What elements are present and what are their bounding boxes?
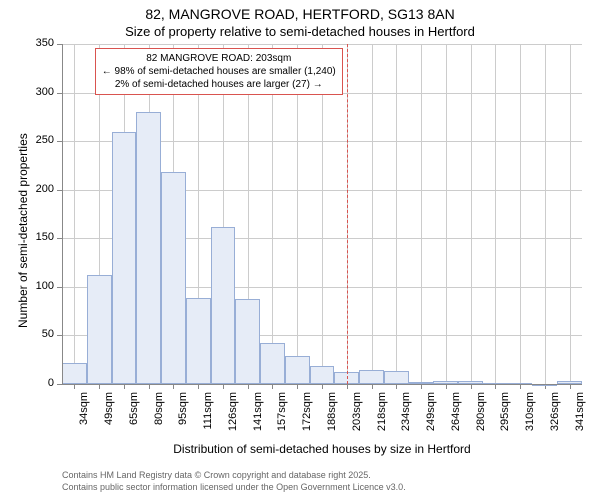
x-axis-line xyxy=(62,384,582,385)
x-tick-label: 126sqm xyxy=(227,392,239,440)
x-tick-label: 218sqm xyxy=(376,392,388,440)
x-tick-label: 295sqm xyxy=(499,392,511,440)
y-tick-label: 100 xyxy=(24,280,54,292)
histogram-bar xyxy=(310,366,335,384)
histogram-bar xyxy=(87,275,112,384)
chart-title-main: 82, MANGROVE ROAD, HERTFORD, SG13 8AN xyxy=(0,0,600,22)
gridline-v xyxy=(372,44,373,384)
histogram-bar xyxy=(112,132,137,384)
annotation-line-2: ← 98% of semi-detached houses are smalle… xyxy=(102,65,336,78)
histogram-bar xyxy=(359,370,384,384)
x-tick-label: 203sqm xyxy=(351,392,363,440)
x-tick-label: 157sqm xyxy=(276,392,288,440)
x-tick-label: 188sqm xyxy=(326,392,338,440)
x-tick-label: 341sqm xyxy=(574,392,586,440)
x-tick-label: 326sqm xyxy=(549,392,561,440)
histogram-bar xyxy=(136,112,161,384)
footer-line-2: Contains public sector information licen… xyxy=(62,482,406,492)
x-tick-label: 34sqm xyxy=(78,392,90,440)
histogram-bar xyxy=(260,343,285,384)
x-tick-label: 141sqm xyxy=(252,392,264,440)
y-tick-label: 350 xyxy=(24,37,54,49)
annotation-line-1: 82 MANGROVE ROAD: 203sqm xyxy=(102,52,336,65)
histogram-bar xyxy=(62,363,87,384)
x-tick-label: 111sqm xyxy=(202,392,214,440)
x-tick-label: 95sqm xyxy=(177,392,189,440)
x-axis-title: Distribution of semi-detached houses by … xyxy=(62,442,582,456)
histogram-bar xyxy=(186,298,211,384)
gridline-v xyxy=(421,44,422,384)
histogram-chart: 82, MANGROVE ROAD, HERTFORD, SG13 8AN Si… xyxy=(0,0,600,500)
x-tick-label: 249sqm xyxy=(425,392,437,440)
y-tick-label: 0 xyxy=(24,377,54,389)
histogram-bar xyxy=(161,172,186,384)
annotation-line-3: 2% of semi-detached houses are larger (2… xyxy=(102,78,336,91)
gridline-v xyxy=(570,44,571,384)
gridline-v xyxy=(471,44,472,384)
marker-line xyxy=(347,44,348,384)
x-tick-label: 49sqm xyxy=(103,392,115,440)
histogram-bar xyxy=(285,356,310,384)
histogram-bar xyxy=(211,227,236,384)
x-tick-label: 80sqm xyxy=(153,392,165,440)
gridline-v xyxy=(495,44,496,384)
y-tick-label: 150 xyxy=(24,231,54,243)
gridline-v xyxy=(297,44,298,384)
gridline-v xyxy=(322,44,323,384)
y-axis-title: Number of semi-detached properties xyxy=(16,98,30,328)
histogram-bar xyxy=(235,299,260,384)
y-axis-line xyxy=(62,44,63,384)
gridline-v xyxy=(396,44,397,384)
plot-area: 05010015020025030035034sqm49sqm65sqm80sq… xyxy=(62,44,582,384)
gridline-v xyxy=(520,44,521,384)
chart-title-sub: Size of property relative to semi-detach… xyxy=(0,22,600,39)
y-tick-label: 250 xyxy=(24,134,54,146)
y-tick-label: 300 xyxy=(24,86,54,98)
annotation-box: 82 MANGROVE ROAD: 203sqm← 98% of semi-de… xyxy=(95,48,343,95)
x-tick-label: 310sqm xyxy=(524,392,536,440)
y-tick-label: 200 xyxy=(24,183,54,195)
x-tick-label: 280sqm xyxy=(475,392,487,440)
histogram-bar xyxy=(384,371,409,384)
x-tick-label: 172sqm xyxy=(301,392,313,440)
x-tick-label: 264sqm xyxy=(450,392,462,440)
gridline-v xyxy=(446,44,447,384)
gridline-v xyxy=(74,44,75,384)
footer-line-1: Contains HM Land Registry data © Crown c… xyxy=(62,470,371,480)
gridline-v xyxy=(545,44,546,384)
x-tick-label: 234sqm xyxy=(400,392,412,440)
x-tick-label: 65sqm xyxy=(128,392,140,440)
y-tick-label: 50 xyxy=(24,328,54,340)
gridline-v xyxy=(272,44,273,384)
